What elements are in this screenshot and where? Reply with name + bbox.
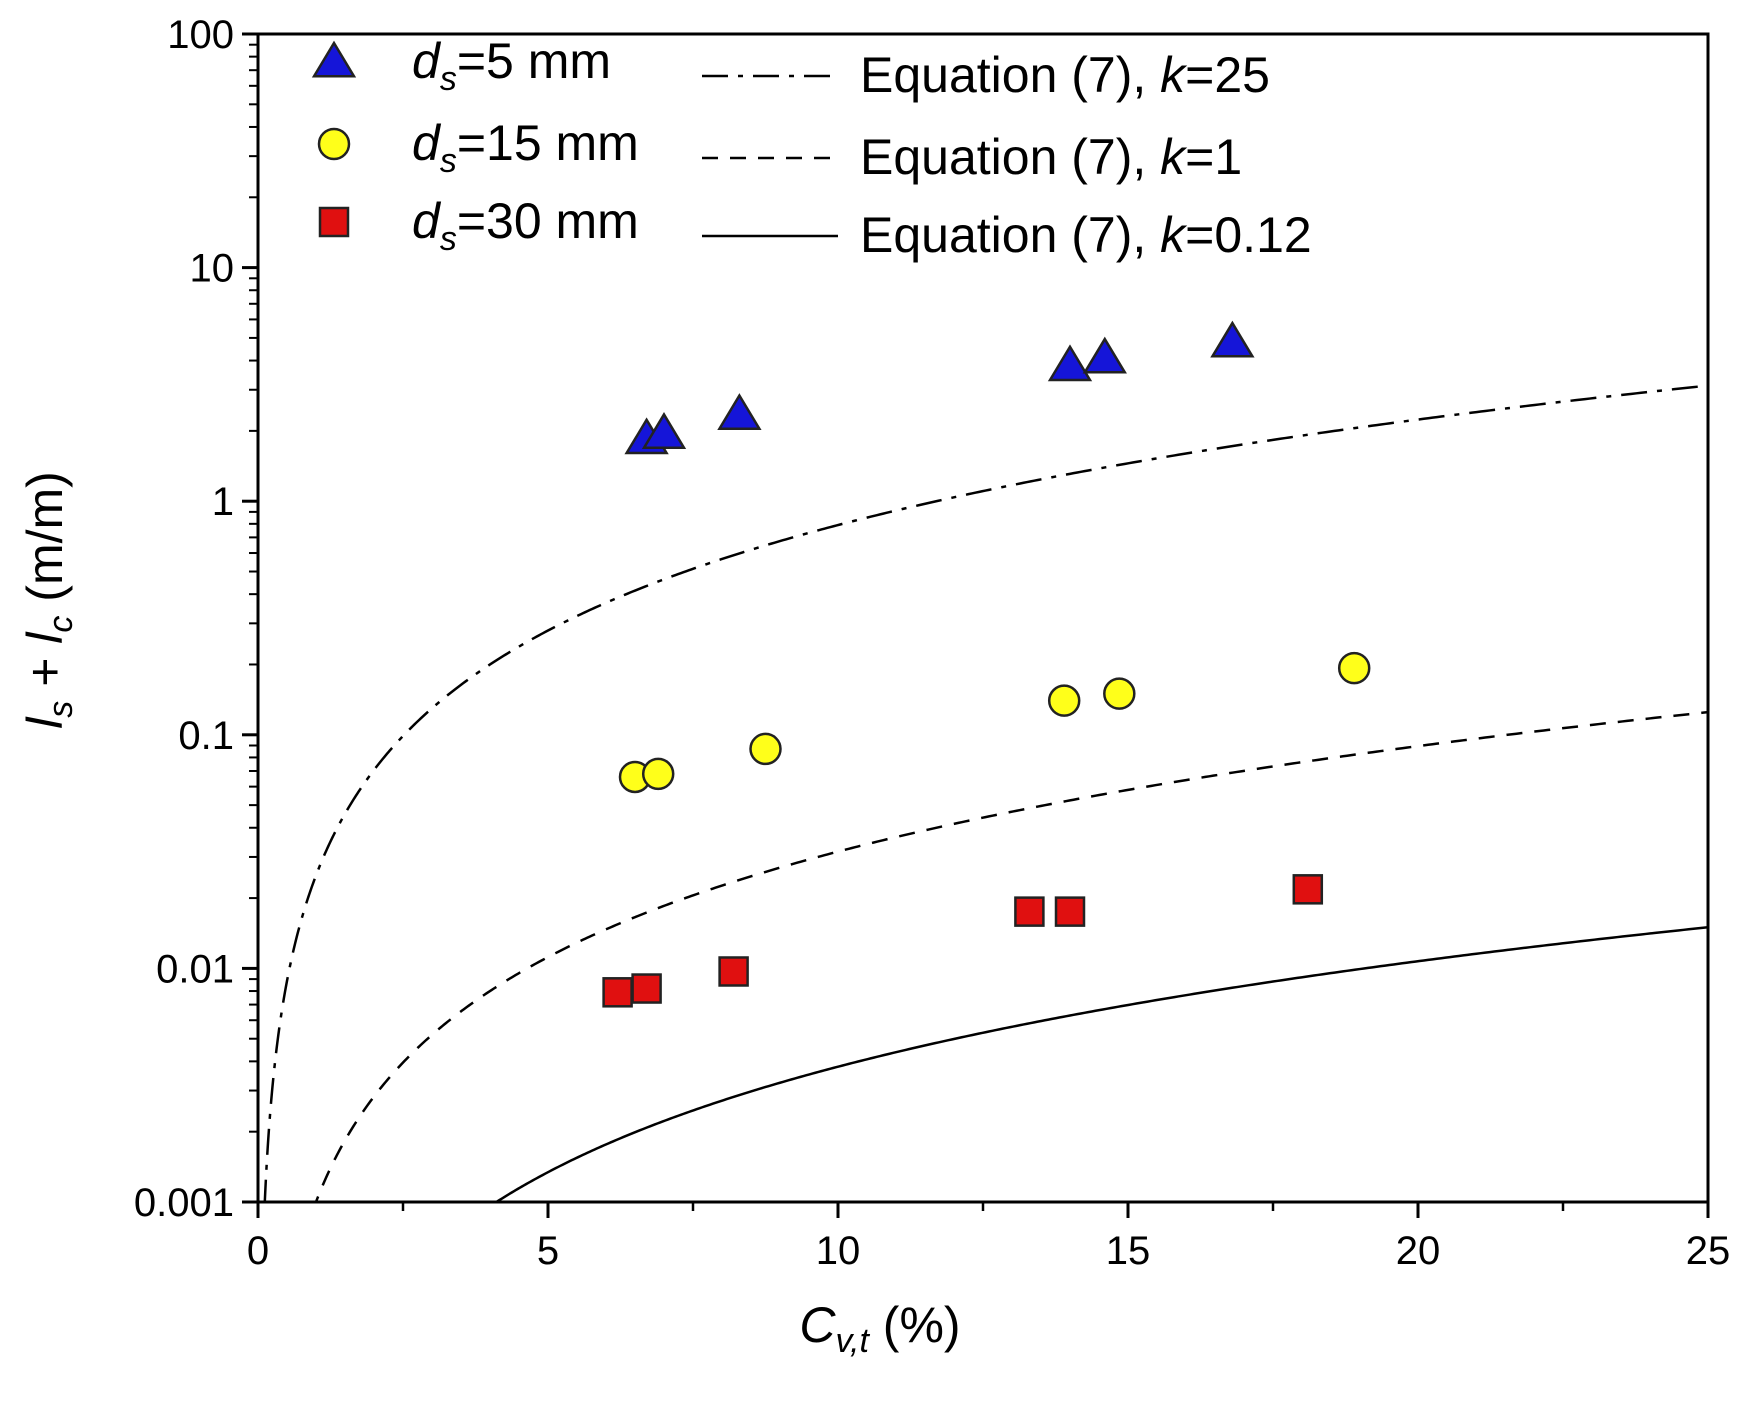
data-point-square [631, 973, 662, 1004]
legend-curve-label: Equation (7), k=1 [860, 129, 1242, 185]
curve-dashed [314, 710, 1708, 1202]
data-point-triangle [1210, 320, 1255, 358]
data-point-square [718, 956, 749, 987]
x-tick-label: 20 [1396, 1229, 1441, 1273]
data-point-circle [1103, 677, 1136, 710]
data-point-circle [641, 757, 675, 791]
data-point-square [1014, 896, 1045, 927]
y-title-a-sub: s [42, 701, 80, 718]
y-tick-label: 10 [190, 247, 235, 291]
data-point-square [1054, 896, 1086, 927]
data-point-square [1292, 874, 1324, 905]
x-tick-label: 5 [537, 1229, 559, 1273]
curves-group [263, 384, 1708, 1202]
data-point-triangle [1082, 336, 1127, 374]
legend-series-label: ds=30 mm [412, 193, 639, 258]
y-tick-label: 0.01 [156, 947, 234, 991]
x-axis-title: Cv,t (%) [799, 1297, 960, 1360]
x-tick-label: 0 [247, 1229, 269, 1273]
data-point-triangle [1047, 344, 1093, 382]
data-point-triangle [641, 412, 687, 449]
y-tick-label: 0.001 [134, 1181, 234, 1225]
points-group [602, 320, 1371, 1008]
data-point-circle [1047, 684, 1081, 717]
x-title-main: C [799, 1297, 836, 1353]
y-title-a: l [17, 716, 73, 729]
legend-marker-square [318, 206, 350, 238]
legend: ds=5 mm ds=15 mm ds=30 mm Equation (7), k=2… [311, 33, 1312, 263]
data-point-triangle [717, 393, 762, 431]
y-title-b: l [17, 631, 73, 644]
y-title-plus: + [17, 644, 73, 701]
y-axis-title: ls + lc (m/m) [17, 471, 80, 729]
data-point-square [602, 977, 633, 1008]
x-title-sub: v,t [836, 1322, 871, 1360]
data-point-circle [749, 732, 782, 766]
data-point-circle [1337, 651, 1371, 685]
x-title-unit: (%) [869, 1297, 961, 1353]
legend-marker-circle [317, 127, 351, 161]
x-tick-label: 10 [816, 1229, 861, 1273]
x-tick-label: 15 [1106, 1229, 1151, 1273]
legend-series-label: ds=5 mm [412, 33, 611, 98]
y-title-unit: (m/m) [17, 471, 73, 615]
y-title-b-sub: c [42, 616, 80, 633]
legend-series-label: ds=15 mm [412, 115, 639, 180]
ticks-group: 0 5 10 15 20 25 0.001 0.01 0.1 1 10 100 [134, 13, 1730, 1273]
y-tick-label: 1 [212, 480, 234, 524]
y-tick-label: 100 [167, 13, 234, 57]
legend-marker-triangle [311, 40, 357, 78]
curve-dashdot [263, 384, 1708, 1202]
curve-solid [494, 926, 1708, 1202]
legend-curve-label: Equation (7), k=25 [860, 47, 1270, 103]
legend-curve-label: Equation (7), k=0.12 [860, 207, 1312, 263]
y-tick-label: 0.1 [178, 714, 234, 758]
x-tick-label: 25 [1686, 1229, 1731, 1273]
